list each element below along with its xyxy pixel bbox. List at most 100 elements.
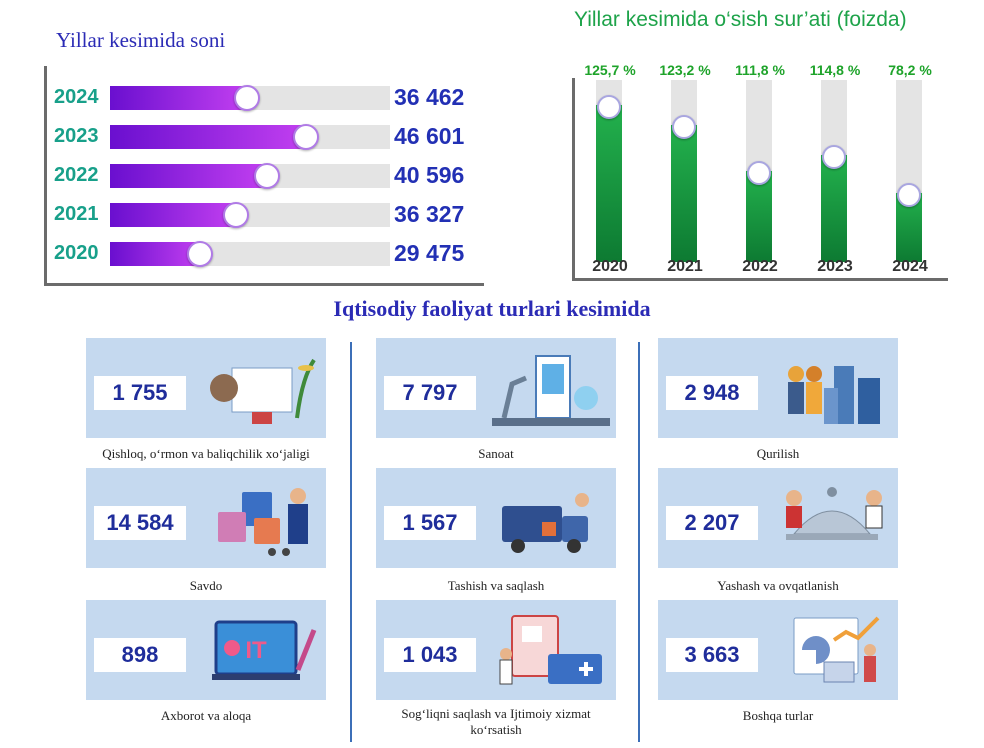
sector-value: 1 567 xyxy=(384,506,476,540)
sector-tile: 3 663 xyxy=(658,600,898,700)
bar xyxy=(110,164,267,188)
bar-track xyxy=(110,124,390,150)
sector-tile: 7 797 xyxy=(376,338,616,438)
frame-left xyxy=(572,78,575,280)
sector-value: 14 584 xyxy=(94,506,186,540)
category-label: 2023 xyxy=(54,125,99,147)
category-label: 2024 xyxy=(892,258,928,275)
data-label: 36 327 xyxy=(394,201,465,227)
bar-row-2024: 2024 36 462 xyxy=(44,84,484,112)
category-label: 2024 xyxy=(54,86,99,108)
sector-label: Axborot va aloqa xyxy=(160,708,252,723)
column-divider xyxy=(638,342,640,742)
data-label: 46 601 xyxy=(394,123,465,149)
growth-rate-chart: Yillar kesimida o‘sish sur’ati (foizda) … xyxy=(570,6,950,286)
category-label: 2022 xyxy=(54,164,99,186)
data-label: 78,2 % xyxy=(888,62,932,78)
bar-knob xyxy=(254,163,280,189)
sector-tile: 14 584 xyxy=(86,468,326,568)
bar xyxy=(110,86,247,110)
sector-tile: 1 567 xyxy=(376,468,616,568)
category-label: 2020 xyxy=(592,258,628,275)
bar-track xyxy=(110,202,390,228)
bar xyxy=(110,242,200,266)
category-label: 2022 xyxy=(742,258,778,275)
bar xyxy=(110,203,236,227)
bar-col-2024: 78,2 % 2024 xyxy=(880,6,940,286)
bar xyxy=(596,105,622,262)
analytics-icon xyxy=(774,610,892,694)
column-divider xyxy=(350,342,352,742)
data-label: 123,2 % xyxy=(659,62,711,78)
bar-row-2023: 2023 46 601 xyxy=(44,123,484,151)
sector-label: Qurilish xyxy=(756,446,800,461)
shopping-icon xyxy=(202,478,320,562)
it-icon: IT xyxy=(202,610,320,694)
agriculture-icon xyxy=(202,348,320,432)
data-label: 40 596 xyxy=(394,162,465,188)
bar-track xyxy=(671,80,697,262)
data-label: 125,7 % xyxy=(584,62,636,78)
sector-value: 7 797 xyxy=(384,376,476,410)
data-label: 29 475 xyxy=(394,240,465,266)
data-label: 36 462 xyxy=(394,84,465,110)
bar-knob xyxy=(234,85,260,111)
bar-row-2022: 2022 40 596 xyxy=(44,162,484,190)
bar-knob xyxy=(597,95,621,119)
health-icon xyxy=(492,610,610,694)
construction-icon xyxy=(774,348,892,432)
sector-label: Yashash va ovqatlanish xyxy=(717,578,839,593)
sector-label: Qishloq, o‘rmon va baliqchilik xo‘jaligi xyxy=(102,446,310,461)
category-label: 2020 xyxy=(54,242,99,264)
chart-title: Yillar kesimida soni xyxy=(56,28,226,52)
data-label: 111,8 % xyxy=(735,62,785,78)
bar-row-2021: 2021 36 327 xyxy=(44,201,484,229)
bar xyxy=(110,125,306,149)
bar-track xyxy=(821,80,847,262)
bar-knob xyxy=(672,115,696,139)
sector-value: 1 043 xyxy=(384,638,476,672)
frame-bottom xyxy=(572,278,948,281)
data-label: 114,8 % xyxy=(809,62,861,78)
yearly-count-chart: Yillar kesimida soni 2024 36 462 2023 46 60… xyxy=(44,24,484,286)
bar-col-2023: 114,8 % 2023 xyxy=(805,6,865,286)
sector-value: 2 207 xyxy=(666,506,758,540)
sector-tile: 2 207 xyxy=(658,468,898,568)
category-label: 2023 xyxy=(817,258,853,275)
bar-knob xyxy=(822,145,846,169)
svg-text:IT: IT xyxy=(245,637,267,664)
sector-label: Savdo xyxy=(189,578,223,593)
bar-col-2022: 111,8 % 2022 xyxy=(730,6,790,286)
sector-label: Boshqa turlar xyxy=(742,708,814,723)
bar-row-2020: 2020 29 475 xyxy=(44,240,484,268)
sector-value: 2 948 xyxy=(666,376,758,410)
sector-label: Tashish va saqlash xyxy=(447,578,545,593)
bar-track xyxy=(746,80,772,262)
bar-knob xyxy=(187,241,213,267)
bar xyxy=(671,125,697,262)
frame-bottom xyxy=(44,283,484,286)
sector-tile: 1 043 xyxy=(376,600,616,700)
bar-knob xyxy=(747,161,771,185)
bar-track xyxy=(596,80,622,262)
bar xyxy=(821,155,847,262)
sector-tile: 2 948 xyxy=(658,338,898,438)
bar-knob xyxy=(897,183,921,207)
bar xyxy=(746,171,772,262)
chart-title: Yillar kesimida o‘sish sur’ati (foizda) xyxy=(574,8,907,31)
sector-tile: 898 IT xyxy=(86,600,326,700)
bar-knob xyxy=(223,202,249,228)
sector-label: Sanoat xyxy=(478,446,514,461)
industry-icon xyxy=(492,348,610,432)
sector-tile: 1 755 xyxy=(86,338,326,438)
bar-track xyxy=(110,163,390,189)
sector-value: 898 xyxy=(94,638,186,672)
sector-label: Sog‘liqni saqlash va Ijtimoiy xizmat ko‘… xyxy=(401,706,591,737)
category-label: 2021 xyxy=(54,203,99,225)
bar-track xyxy=(110,85,390,111)
sector-value: 1 755 xyxy=(94,376,186,410)
section-title: Iqtisodiy faoliyat turlari kesimida xyxy=(333,296,651,321)
frame-left xyxy=(44,66,47,284)
bar-knob xyxy=(293,124,319,150)
bar-track xyxy=(110,241,390,267)
